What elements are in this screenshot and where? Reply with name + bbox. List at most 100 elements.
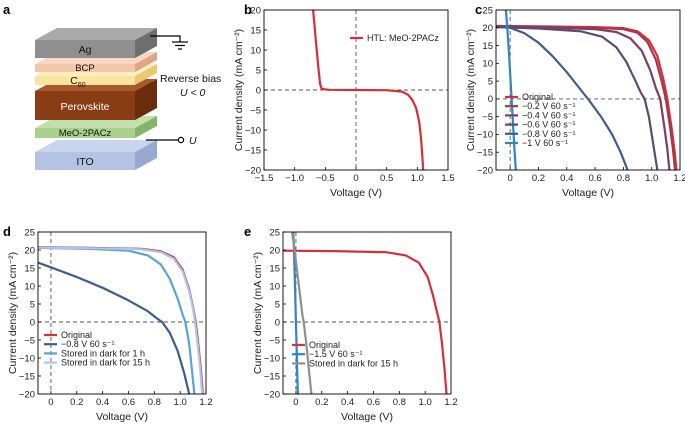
- plot-frame: [282, 231, 452, 395]
- y-tick-label: 0: [30, 317, 35, 328]
- y-tick-label: 10: [24, 281, 35, 292]
- layer-meo2pacz-label: MeO-2PACz: [59, 128, 112, 139]
- x-tick-label: 0.8: [617, 173, 630, 184]
- x-tick-label: 0.5: [380, 173, 393, 184]
- y-tick-label: 25: [24, 227, 35, 238]
- panel-label-d: d: [3, 224, 11, 239]
- y-tick-label: 20: [250, 5, 261, 16]
- chart-d: 0 0.2 0.4 0.6 0.8 1.0 1.2 −20 −15 −10 −5 0 5 10 15 20 25…: [7, 227, 213, 423]
- legend: HTL: MeO-2PACz: [350, 33, 439, 43]
- y-axis-label: Current density (mA cm⁻²): [233, 29, 245, 151]
- series-line-c-3: [496, 26, 659, 170]
- x-tick-label: 0.8: [148, 397, 161, 408]
- x-tick-label: 0.4: [341, 397, 354, 408]
- layer-perovskite: Perovskite: [35, 79, 157, 120]
- legend-label: −0.4 V 60 s⁻¹: [522, 110, 576, 120]
- series-line-d-2: [38, 246, 196, 394]
- x-tick-label: 0.2: [70, 397, 83, 408]
- x-tick-label: 1.0: [411, 173, 424, 184]
- legend-label: −1 V 60 s⁻¹: [522, 138, 568, 148]
- x-tick-label: 1.2: [199, 397, 212, 408]
- layer-ito-label: ITO: [76, 156, 93, 168]
- y-tick-label: 20: [482, 23, 493, 34]
- series-group: [496, 10, 678, 170]
- layer-bcp-face: [35, 64, 135, 72]
- layer-perovskite-face: [35, 91, 135, 120]
- legend-label: −0.2 V 60 s⁻¹: [522, 101, 576, 111]
- x-tick-label: −1.0: [285, 173, 304, 184]
- legend-label: Original: [309, 340, 340, 350]
- y-tick-label: 25: [269, 227, 280, 238]
- y-tick-label: −20: [477, 165, 493, 176]
- series-line-e-0: [283, 249, 448, 394]
- legend-label: HTL: MeO-2PACz: [367, 33, 439, 43]
- legend-label: Stored in dark for 1 h: [61, 348, 145, 358]
- x-tick-label: 0.6: [122, 397, 135, 408]
- y-tick-label: −15: [245, 145, 261, 156]
- terminal-circle-icon: [177, 136, 185, 144]
- panel-a-schematic: a ITO MeO-2PACz Perovskite C60: [3, 2, 221, 170]
- y-tick-label: 5: [488, 76, 493, 87]
- y-tick-label: 20: [269, 245, 280, 256]
- series-line-c-4: [502, 24, 629, 170]
- layer-meo2pacz-face: [35, 128, 135, 138]
- series-line-c-2: [496, 25, 671, 170]
- layer-ag-label: Ag: [79, 44, 92, 56]
- x-axis-label: Voltage (V): [330, 187, 382, 199]
- y-tick-label: −5: [24, 335, 35, 346]
- y-tick-label: 25: [482, 5, 493, 16]
- y-tick-label: −10: [477, 130, 493, 141]
- y-tick-label: −20: [245, 165, 261, 176]
- y-tick-label: 0: [256, 85, 261, 96]
- panel-label-e: e: [244, 224, 251, 239]
- panel-label-b: b: [244, 2, 252, 17]
- x-tick-label: 1.2: [444, 397, 457, 408]
- legend: Original−0.2 V 60 s⁻¹−0.4 V 60 s⁻¹−0.6 V…: [505, 92, 576, 148]
- x-axis-label: Voltage (V): [96, 411, 148, 423]
- y-tick-label: −5: [269, 335, 280, 346]
- y-tick-label: −20: [19, 389, 35, 400]
- series-line-d-1: [38, 261, 191, 394]
- series-line-d-3: [38, 246, 204, 394]
- y-tick-label: 10: [482, 59, 493, 70]
- layer-c60-label: C60: [70, 75, 85, 89]
- layer-c60-face: [35, 76, 135, 85]
- y-tick-label: −15: [477, 148, 493, 159]
- y-tick-label: 0: [488, 94, 493, 105]
- x-tick-label: 0.6: [588, 173, 601, 184]
- plot-frame: [37, 231, 207, 395]
- plot-frame: [495, 9, 681, 171]
- series-line-b-0: [312, 10, 425, 170]
- x-tick-label: 1.0: [174, 397, 187, 408]
- legend-label: Original: [522, 92, 553, 102]
- x-tick-label: −0.5: [316, 173, 335, 184]
- y-axis-label: Current density (mA cm⁻²): [7, 252, 19, 374]
- x-tick-label: 0: [48, 397, 53, 408]
- x-tick-label: 0.6: [367, 397, 380, 408]
- y-tick-label: −15: [264, 371, 280, 382]
- y-tick-label: −10: [19, 353, 35, 364]
- x-tick-label: 0: [293, 397, 298, 408]
- legend-label: −0.8 V 60 s⁻¹: [61, 339, 115, 349]
- legend-label: −0.6 V 60 s⁻¹: [522, 120, 576, 130]
- x-tick-label: 1.0: [645, 173, 658, 184]
- layer-perovskite-label: Perovskite: [60, 101, 109, 113]
- y-tick-label: −10: [245, 125, 261, 136]
- y-axis-label: Current density (mA cm⁻²): [465, 29, 477, 151]
- y-axis-label: Current density (mA cm⁻²): [252, 252, 264, 374]
- y-tick-label: 5: [275, 299, 280, 310]
- y-tick-label: −15: [19, 371, 35, 382]
- y-tick-label: 20: [24, 245, 35, 256]
- series-line-d-0: [38, 246, 204, 394]
- x-tick-label: 1.2: [673, 173, 685, 184]
- electrode-terminal: U: [146, 135, 197, 147]
- y-tick-label: 10: [269, 281, 280, 292]
- chart-b: −1.5 −1.0 −0.5 0 0.5 1.0 1.5 −20 −15 −10 −5 0 5 10 15 2…: [233, 5, 455, 199]
- y-tick-label: 10: [250, 45, 261, 56]
- series-group: [38, 246, 204, 394]
- x-tick-label: 0.4: [96, 397, 109, 408]
- x-tick-label: 1.0: [419, 397, 432, 408]
